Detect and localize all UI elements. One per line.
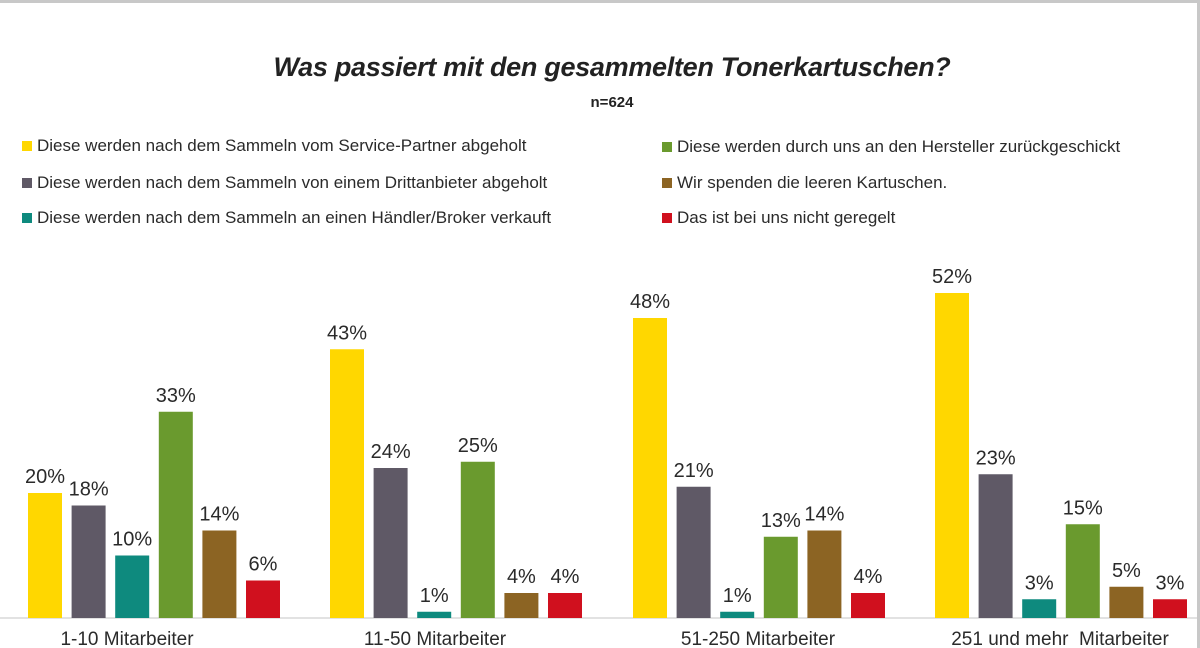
bar-1-10-mitarbeiter-series-4 [202,530,237,618]
legend-label: Diese werden nach dem Sammeln an einen H… [37,208,552,227]
bar-51-250-mitarbeiter-series-5 [851,593,885,618]
category-label-251-und-mehr-mitarbeiter: 251 und mehr Mitarbeiter [951,629,1169,648]
bar-value-label: 18% [69,479,109,501]
bar-11-50-mitarbeiter-series-0 [330,349,364,618]
bar-value-label: 4% [854,566,883,588]
bar-1-10-mitarbeiter-series-5 [246,580,280,618]
bar-251-und-mehr-mitarbeiter-series-3 [1065,524,1100,618]
legend-swatch [662,213,672,223]
bar-value-label: 52% [932,266,972,288]
bar-value-label: 5% [1112,560,1141,582]
bar-value-label: 20% [25,466,65,488]
bar-1-10-mitarbeiter-series-2 [115,555,150,618]
bar-11-50-mitarbeiter-series-3 [460,461,495,618]
bar-labels-layer: 20%18% 10% 33% 14% 6% 43% 24% 1% 25% 4% 4% 48% 21% 1%… [25,266,1185,607]
bar-value-label: 33% [156,385,196,407]
bar-value-label: 43% [327,322,367,344]
bar-251-und-mehr-mitarbeiter-series-2 [1022,599,1057,618]
legend-swatch [662,142,672,152]
bar-value-label: 6% [249,554,278,576]
bar-11-50-mitarbeiter-series-2 [417,611,452,618]
bar-value-label: 14% [199,504,239,526]
bar-51-250-mitarbeiter-series-0 [633,318,667,618]
legend-item-service-partner: Diese werden nach dem Sammeln vom Servic… [22,136,526,156]
bar-value-label: 14% [804,504,844,526]
bar-value-label: 13% [761,510,801,532]
legend-swatch [22,178,32,188]
bar-value-label: 1% [723,585,752,607]
bar-251-und-mehr-mitarbeiter-series-1 [978,474,1013,618]
legend-swatch [662,178,672,188]
bar-51-250-mitarbeiter-series-1 [676,486,711,618]
legend-item-spenden: Wir spenden die leeren Kartuschen. [662,173,947,193]
category-labels-layer: 1-10 Mitarbeiter 11-50 Mitarbeiter 51-250 … [60,629,1169,648]
bar-251-und-mehr-mitarbeiter-series-0 [935,293,969,618]
bars-layer [28,293,1187,618]
legend-swatch [22,213,32,223]
bar-value-label: 25% [458,435,498,457]
legend-label: Diese werden durch uns an den Hersteller… [677,137,1121,156]
chart-subtitle: n=624 [590,94,634,111]
bar-1-10-mitarbeiter-series-0 [28,493,62,618]
bar-value-label: 4% [507,566,536,588]
legend-item-haendler-broker: Diese werden nach dem Sammeln an einen H… [22,208,551,228]
legend-item-hersteller: Diese werden durch uns an den Hersteller… [662,137,1120,157]
bar-51-250-mitarbeiter-series-3 [763,536,798,618]
bar-251-und-mehr-mitarbeiter-series-4 [1109,586,1144,618]
bar-value-label: 48% [630,291,670,313]
chart-title: Was passiert mit den gesammelten Tonerka… [273,52,951,82]
legend-label: Diese werden nach dem Sammeln von einem … [37,173,548,192]
bar-value-label: 24% [371,441,411,463]
bar-51-250-mitarbeiter-series-2 [720,611,755,618]
bar-value-label: 3% [1025,572,1054,594]
bar-11-50-mitarbeiter-series-5 [548,593,582,618]
bar-value-label: 23% [976,447,1016,469]
legend-label: Das ist bei uns nicht geregelt [677,208,896,227]
category-label-1-10-mitarbeiter: 1-10 Mitarbeiter [60,629,194,648]
bar-value-label: 10% [112,529,152,551]
legend-swatch [22,141,32,151]
bar-11-50-mitarbeiter-series-1 [373,468,408,618]
bar-value-label: 1% [420,585,449,607]
legend-label: Diese werden nach dem Sammeln vom Servic… [37,136,527,155]
bar-1-10-mitarbeiter-series-3 [158,411,193,618]
bar-value-label: 15% [1063,497,1103,519]
bar-11-50-mitarbeiter-series-4 [504,593,539,618]
legend-label: Wir spenden die leeren Kartuschen. [677,173,948,192]
legend-item-nicht-geregelt: Das ist bei uns nicht geregelt [662,208,895,228]
bar-value-label: 4% [551,566,580,588]
bar-51-250-mitarbeiter-series-4 [807,530,842,618]
legend-item-drittanbieter: Diese werden nach dem Sammeln von einem … [22,173,547,193]
bar-value-label: 21% [674,460,714,482]
bar-value-label: 3% [1156,572,1185,594]
bar-251-und-mehr-mitarbeiter-series-5 [1153,599,1187,618]
bar-1-10-mitarbeiter-series-1 [71,505,106,618]
category-label-51-250-mitarbeiter: 51-250 Mitarbeiter [681,629,836,648]
category-label-11-50-mitarbeiter: 11-50 Mitarbeiter [364,629,507,648]
